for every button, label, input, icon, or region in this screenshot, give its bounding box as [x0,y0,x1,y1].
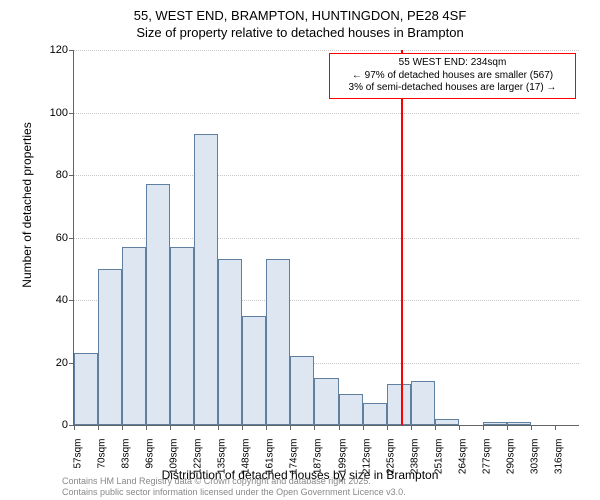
y-tick-label: 0 [38,419,68,431]
y-axis-title: Number of detached properties [20,80,34,330]
histogram-bar [74,353,98,425]
attribution-line2: Contains public sector information licen… [62,487,406,498]
x-tick-label: 109sqm [169,439,180,489]
annotation-line: 55 WEST END: 234sqm [335,57,570,70]
chart-title-line2: Size of property relative to detached ho… [0,25,600,41]
x-tick-mark [435,425,436,430]
x-tick-mark [411,425,412,430]
histogram-bar [194,134,218,425]
x-tick-label: 148sqm [241,439,252,489]
annotation-line: ← 97% of detached houses are smaller (56… [335,70,570,83]
gridline [74,113,579,114]
histogram-bar [242,316,266,425]
x-tick-mark [290,425,291,430]
gridline [74,175,579,176]
x-tick-mark [555,425,556,430]
x-tick-mark [146,425,147,430]
x-tick-label: 290sqm [505,439,516,489]
x-tick-mark [387,425,388,430]
y-tick-label: 40 [38,294,68,306]
annotation-line: 3% of semi-detached houses are larger (1… [335,82,570,95]
x-tick-label: 251sqm [433,439,444,489]
y-tick-label: 60 [38,232,68,244]
x-tick-mark [483,425,484,430]
x-tick-label: 264sqm [457,439,468,489]
x-tick-label: 212sqm [361,439,372,489]
y-tick-mark [69,175,74,176]
annotation-box: 55 WEST END: 234sqm← 97% of detached hou… [329,53,576,99]
x-tick-label: 225sqm [385,439,396,489]
x-tick-label: 161sqm [265,439,276,489]
x-tick-mark [74,425,75,430]
x-tick-label: 303sqm [529,439,540,489]
marker-line [401,50,403,425]
histogram-bar [507,422,531,425]
x-tick-mark [122,425,123,430]
x-tick-mark [98,425,99,430]
histogram-bar [387,384,411,425]
histogram-bar [218,259,242,425]
x-tick-label: 70sqm [97,439,108,489]
histogram-bar [266,259,290,425]
x-tick-label: 96sqm [145,439,156,489]
histogram-bar [363,403,387,425]
gridline [74,50,579,51]
y-tick-label: 80 [38,169,68,181]
x-tick-label: 174sqm [289,439,300,489]
histogram-bar [98,269,122,425]
y-tick-mark [69,238,74,239]
histogram-bar [411,381,435,425]
y-tick-mark [69,113,74,114]
x-tick-mark [314,425,315,430]
x-tick-mark [531,425,532,430]
x-tick-label: 187sqm [313,439,324,489]
histogram-bar [170,247,194,425]
attribution-line1: Contains HM Land Registry data © Crown c… [62,476,406,487]
y-tick-mark [69,50,74,51]
x-tick-label: 122sqm [193,439,204,489]
x-tick-mark [194,425,195,430]
x-tick-mark [339,425,340,430]
attribution: Contains HM Land Registry data © Crown c… [62,476,406,498]
x-tick-label: 135sqm [217,439,228,489]
histogram-bar [122,247,146,425]
y-tick-label: 120 [38,44,68,56]
x-tick-mark [242,425,243,430]
x-tick-mark [266,425,267,430]
x-tick-label: 57sqm [73,439,84,489]
plot-area: 55 WEST END: 234sqm← 97% of detached hou… [73,50,579,426]
y-tick-mark [69,300,74,301]
x-tick-mark [459,425,460,430]
histogram-bar [290,356,314,425]
histogram-bar [483,422,507,425]
x-tick-label: 238sqm [409,439,420,489]
x-tick-label: 316sqm [553,439,564,489]
histogram-bar [435,419,459,425]
histogram-bar [339,394,363,425]
histogram-bar [146,184,170,425]
property-size-chart: 55, WEST END, BRAMPTON, HUNTINGDON, PE28… [0,0,600,500]
x-tick-label: 83sqm [121,439,132,489]
x-tick-label: 199sqm [337,439,348,489]
x-tick-label: 277sqm [481,439,492,489]
x-tick-mark [170,425,171,430]
histogram-bar [314,378,338,425]
x-tick-mark [218,425,219,430]
x-tick-mark [507,425,508,430]
y-tick-label: 100 [38,107,68,119]
y-tick-label: 20 [38,357,68,369]
chart-title-line1: 55, WEST END, BRAMPTON, HUNTINGDON, PE28… [0,8,600,24]
x-tick-mark [363,425,364,430]
